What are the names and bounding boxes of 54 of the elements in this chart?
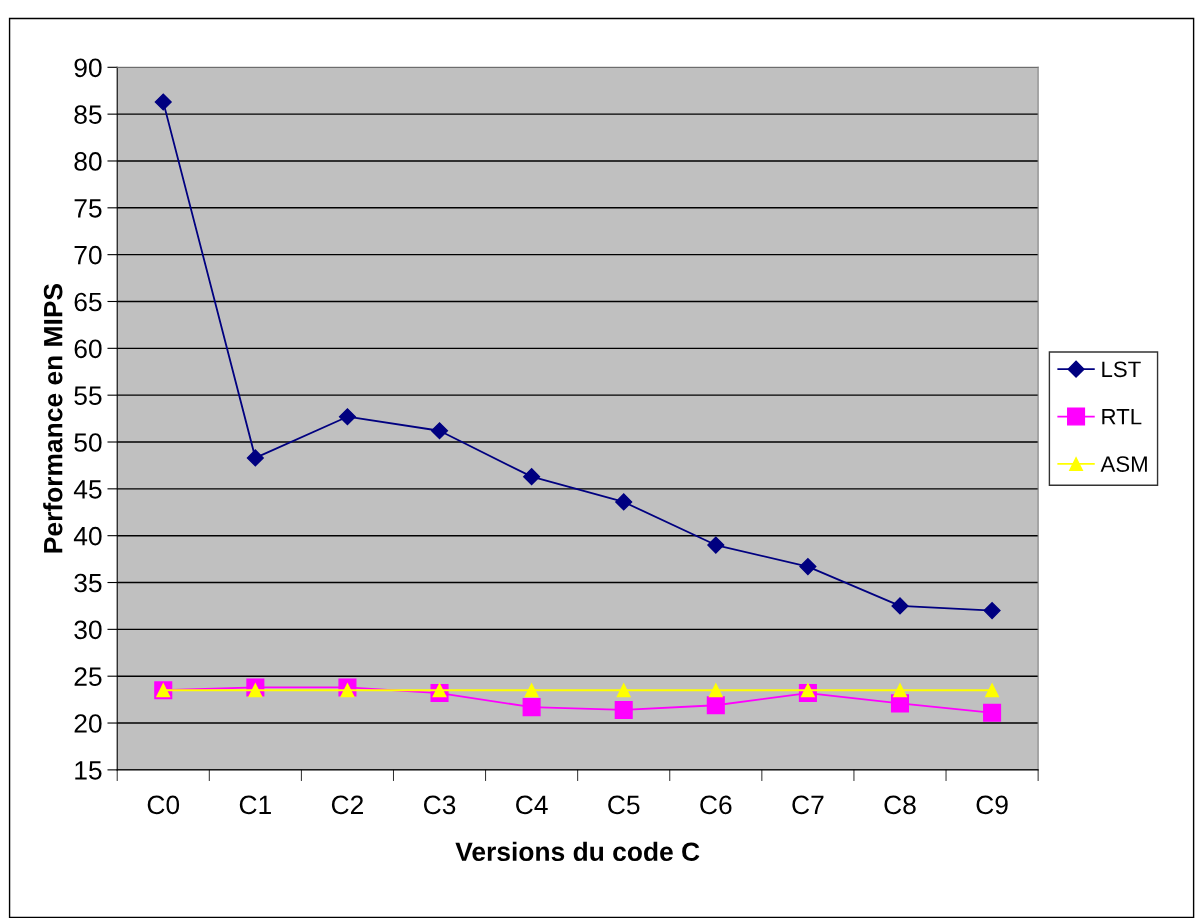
x-tick-label: C0	[147, 795, 180, 815]
point	[616, 683, 631, 698]
point	[432, 683, 447, 698]
point	[340, 683, 355, 698]
y-tick-label: 75	[74, 199, 102, 218]
point	[708, 683, 723, 698]
point	[983, 703, 1002, 722]
point	[983, 602, 1001, 620]
legend-label: LST	[1102, 361, 1141, 378]
x-axis-title: Versions du code C	[455, 841, 700, 862]
y-tick-label: 85	[74, 105, 102, 124]
point	[706, 696, 725, 715]
x-tick-label: C1	[239, 795, 271, 815]
legend-label: RTL	[1102, 409, 1142, 425]
point	[154, 93, 172, 111]
point	[524, 683, 539, 698]
x-tick-label: C3	[424, 795, 456, 815]
y-tick-label: 60	[74, 339, 102, 359]
y-tick-label: 40	[73, 526, 102, 546]
point	[338, 408, 356, 426]
x-tick-label: C6	[700, 795, 732, 815]
point	[893, 683, 907, 698]
x-tick-label: C9	[976, 795, 1008, 815]
y-tick-label: 15	[75, 761, 102, 780]
legend-label: ASM	[1100, 456, 1147, 472]
y-tick-label: 30	[74, 620, 102, 640]
y-tick-label: 90	[74, 58, 102, 78]
point	[891, 597, 909, 615]
point	[614, 700, 633, 719]
x-tick-label: C7	[792, 795, 824, 815]
point	[707, 536, 725, 554]
point	[615, 493, 633, 511]
x-tick-label: C2	[331, 795, 363, 815]
point	[985, 683, 1000, 698]
point	[246, 449, 264, 467]
y-tick-label: 25	[74, 667, 102, 687]
point	[800, 683, 815, 698]
y-tick-label: 50	[74, 433, 102, 452]
point	[799, 558, 817, 576]
y-tick-label: 65	[74, 292, 102, 312]
point	[522, 698, 541, 717]
point	[248, 683, 263, 698]
y-tick-label: 55	[74, 386, 102, 405]
y-tick-label: 20	[74, 714, 102, 733]
y-axis-title: Performance en MIPS	[43, 283, 63, 553]
x-tick-label: C4	[516, 795, 548, 815]
point	[430, 422, 449, 440]
y-tick-label: 45	[73, 480, 102, 499]
y-tick-label: 70	[74, 245, 102, 265]
y-tick-label: 35	[74, 573, 102, 593]
x-tick-label: C5	[608, 795, 640, 815]
point	[523, 468, 541, 486]
x-tick-label: C8	[884, 795, 916, 815]
y-tick-label: 80	[74, 152, 102, 171]
